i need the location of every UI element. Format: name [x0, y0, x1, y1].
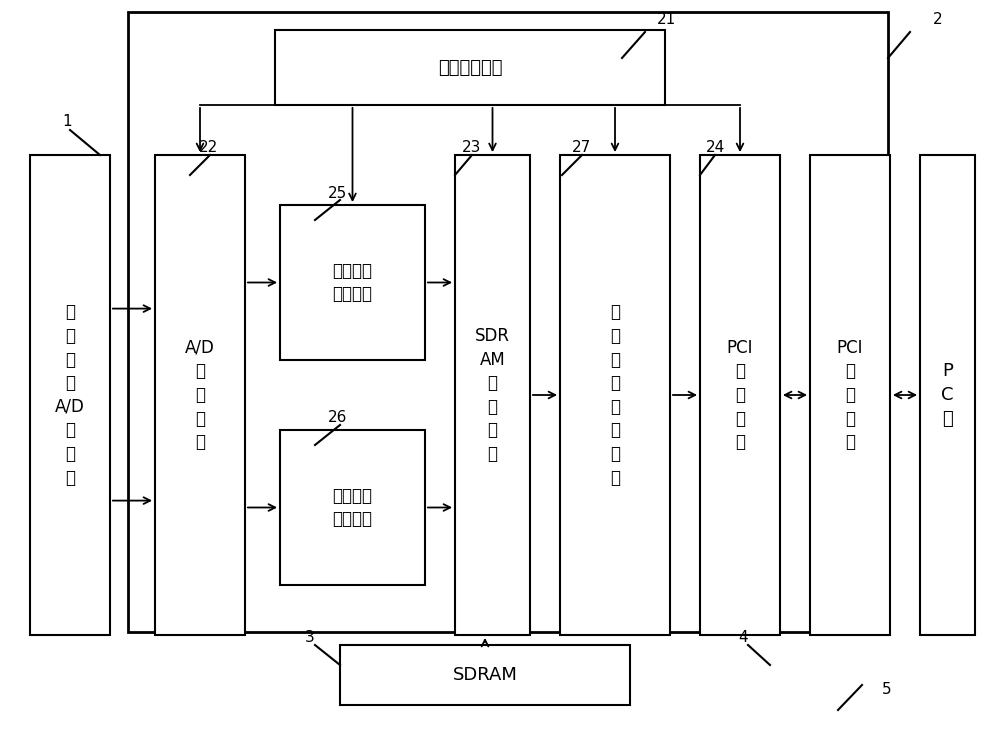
Text: 3: 3 [305, 631, 315, 645]
Bar [30, 155, 110, 635]
Text: 5: 5 [882, 682, 892, 698]
Text: 第二双时
钟缓冲器: 第二双时 钟缓冲器 [332, 486, 372, 528]
Bar [455, 155, 530, 635]
Bar [280, 430, 425, 585]
Text: SDRAM: SDRAM [453, 666, 517, 684]
Text: 4: 4 [738, 631, 748, 645]
Text: 27: 27 [572, 141, 591, 155]
Text: 系统控制模块: 系统控制模块 [438, 58, 502, 77]
Text: P
C
机: P C 机 [941, 362, 954, 428]
Text: 22: 22 [199, 141, 218, 155]
Bar [810, 155, 890, 635]
Text: 第一双时
钟缓冲器: 第一双时 钟缓冲器 [332, 262, 372, 303]
Text: SDR
AM
控
制
模
块: SDR AM 控 制 模 块 [475, 327, 510, 463]
Bar [560, 155, 670, 635]
Bar [128, 12, 888, 632]
Text: PCI
控
制
模
块: PCI 控 制 模 块 [727, 339, 753, 451]
Bar [920, 155, 975, 635]
Text: 双
通
道
的
A/D
转
换
器: 双 通 道 的 A/D 转 换 器 [55, 303, 85, 486]
Text: 24: 24 [706, 141, 725, 155]
Text: 第
三
双
时
钟
缓
冲
器: 第 三 双 时 钟 缓 冲 器 [610, 303, 620, 486]
Bar [155, 155, 245, 635]
Text: 23: 23 [462, 141, 481, 155]
Bar [280, 205, 425, 360]
Text: 25: 25 [328, 185, 347, 200]
Text: 26: 26 [328, 411, 347, 425]
Bar [275, 30, 665, 105]
Text: A/D
控
制
模
块: A/D 控 制 模 块 [185, 339, 215, 451]
Text: 21: 21 [657, 13, 676, 27]
Text: PCI
接
口
芯
片: PCI 接 口 芯 片 [837, 339, 863, 451]
Bar [700, 155, 780, 635]
Bar [340, 645, 630, 705]
Text: 1: 1 [62, 115, 72, 130]
Text: 2: 2 [933, 13, 943, 27]
